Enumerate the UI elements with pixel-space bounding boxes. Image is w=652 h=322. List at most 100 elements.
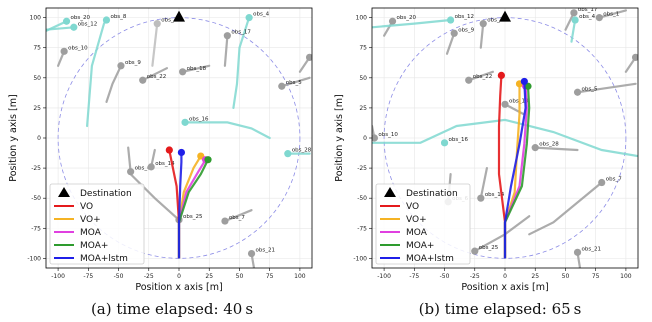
y-tick-label: -75	[31, 225, 41, 232]
x-tick-label: 0	[503, 273, 507, 280]
legend-entry: VO+	[406, 215, 427, 225]
obstacle-label: obs_14	[155, 161, 175, 167]
obstacle-label: obs_8	[110, 14, 126, 20]
obstacle-marker	[127, 168, 135, 176]
plot-area: obs_20 obs_12 obs_21 obs_9 obs_17 obs_1 obs_4o…	[372, 7, 652, 268]
obstacle-marker	[245, 14, 253, 22]
y-tick-label: 75	[33, 45, 41, 52]
obstacle-trail	[223, 34, 229, 67]
obstacle-trail	[479, 167, 488, 200]
y-tick-label: 100	[30, 15, 42, 22]
obstacle-label: obs_9	[458, 27, 474, 33]
obstacle-trail	[223, 209, 253, 223]
obstacle-label: obs_28	[292, 148, 312, 154]
obstacle-marker	[372, 134, 379, 142]
obstacle-trail	[372, 118, 638, 158]
obstacle-marker	[60, 47, 68, 55]
x-tick-label: -50	[114, 273, 124, 280]
obstacle-marker	[388, 17, 397, 25]
y-tick-label: 25	[359, 105, 367, 112]
obstacle-marker	[471, 247, 479, 255]
obstacle-marker	[631, 53, 638, 61]
obstacle-marker	[531, 144, 539, 152]
obstacle-marker	[247, 249, 256, 258]
legend-entry: VO+	[80, 215, 101, 225]
y-tick-label: -50	[357, 195, 367, 202]
obstacle-trail	[141, 67, 168, 82]
y-tick-label: 25	[33, 105, 41, 112]
obstacle-marker	[223, 32, 231, 40]
obstacle-label: obs_10	[378, 132, 398, 138]
y-tick-label: 75	[359, 45, 367, 52]
legend-entry: MOA+lstm	[406, 254, 454, 264]
legend-entry: MOA+	[80, 241, 108, 251]
obstacle-trail	[445, 32, 456, 55]
x-axis-label: Position x axis [m]	[135, 282, 222, 293]
obstacle-marker	[477, 194, 485, 202]
vehicle-marker	[165, 146, 173, 154]
obstacle-label: obs_21	[582, 246, 601, 252]
obstacle-label: obs_12	[455, 14, 474, 20]
obstacle-label: obs_1	[603, 12, 619, 18]
obstacle-label: obs_25	[183, 214, 203, 220]
obstacle-marker	[284, 150, 292, 158]
obstacle-trail	[467, 70, 494, 82]
x-tick-label: 50	[236, 273, 244, 280]
x-axis-label: Position x axis [m]	[461, 282, 548, 293]
obstacle-label: obs_16	[449, 137, 469, 143]
obstacle-marker	[147, 163, 155, 171]
obstacle-label: obs_26	[314, 51, 334, 57]
y-axis-label: Position y axis [m]	[334, 94, 345, 181]
obstacle-label: obs_7	[606, 177, 622, 183]
obstacle-marker	[179, 68, 187, 76]
obstacle-marker	[70, 23, 78, 31]
obstacle-label: obs_17	[231, 30, 251, 36]
legend: Destination VO VO+ MOA MOA+ MOA+lstm	[49, 183, 145, 265]
obstacle-trail	[528, 181, 603, 236]
destination-marker	[499, 10, 511, 22]
obstacle-marker	[570, 9, 578, 17]
y-tick-label: 0	[37, 135, 41, 142]
trajectory-moapluslstm	[177, 152, 183, 259]
y-tick-label: 0	[363, 135, 367, 142]
obstacle-trail	[479, 22, 485, 49]
obstacle-label: obs_26	[640, 51, 652, 57]
x-tick-label: 25	[205, 273, 213, 280]
y-tick-label: -75	[357, 225, 367, 232]
obstacle-label: obs_28	[539, 142, 559, 148]
obstacle-label: obs_4	[579, 14, 595, 20]
legend-destination-swatch	[384, 187, 396, 197]
y-tick-label: -100	[353, 255, 367, 262]
chart-panel-a: obs_20 obs_8 obs_12 obs_21 obs_4 obs_17 obs_10…	[8, 7, 334, 318]
obstacle-label: obs_17	[578, 7, 598, 13]
destination-marker	[173, 10, 185, 22]
legend-entry: Destination	[80, 189, 132, 199]
chart-panel-b: obs_20 obs_12 obs_21 obs_9 obs_17 obs_1 obs_4o…	[334, 7, 652, 318]
obstacle-marker	[446, 16, 455, 24]
obstacle-marker	[181, 118, 189, 126]
obstacle-label: obs_20	[71, 15, 91, 21]
obstacle-marker	[62, 17, 71, 25]
vehicle-marker	[497, 71, 505, 80]
y-tick-label: -25	[357, 165, 367, 172]
legend-entry: Destination	[406, 189, 458, 199]
x-tick-label: 100	[294, 273, 306, 280]
obstacle-trail	[46, 26, 75, 31]
obstacle-marker	[501, 100, 509, 108]
legend-entry: MOA+lstm	[80, 254, 128, 264]
y-tick-label: -100	[27, 255, 41, 262]
obstacle-label: obs_21	[161, 18, 180, 24]
obstacle-label: obs_5	[582, 86, 598, 92]
obstacle-label: obs_16	[189, 116, 209, 122]
obstacle-trail	[183, 121, 271, 140]
obstacle-marker	[479, 20, 487, 28]
obstacle-marker	[139, 76, 147, 84]
obstacle-marker	[102, 16, 111, 24]
legend-entry: MOA	[80, 228, 102, 238]
obstacle-trail	[570, 18, 577, 43]
x-tick-label: 0	[177, 273, 181, 280]
obstacle-trail	[534, 146, 579, 152]
vehicle-marker	[204, 156, 212, 164]
obstacle-trail	[181, 64, 211, 73]
